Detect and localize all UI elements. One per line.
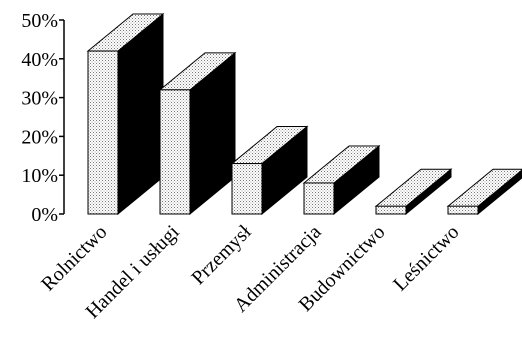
y-tick-label: 40% (21, 49, 58, 71)
bar (374, 168, 453, 216)
bar-top (446, 168, 522, 207)
bar-front (159, 89, 191, 215)
y-tick-label: 30% (21, 88, 58, 110)
category-label: Przemysł (187, 221, 256, 290)
y-tick-label: 50% (21, 10, 58, 32)
category-label: Rolnictwo (37, 221, 111, 295)
bar-front (87, 50, 119, 215)
y-tick-label: 0% (31, 204, 58, 226)
bar-front (303, 182, 335, 215)
bar (302, 144, 381, 216)
y-axis: 0% 10% 20% 30% 40% 50% (21, 10, 65, 226)
bar-front (231, 163, 263, 215)
bars (86, 12, 522, 216)
bar (230, 125, 309, 216)
bar-front (447, 205, 479, 215)
bar-front (375, 205, 407, 215)
y-tick-label: 20% (21, 126, 58, 148)
bar (446, 168, 522, 216)
bar (86, 12, 165, 216)
y-tick-label: 10% (21, 165, 58, 187)
bar (158, 51, 237, 216)
bar-top (374, 168, 453, 207)
category-label: Leśnictwo (389, 221, 463, 295)
